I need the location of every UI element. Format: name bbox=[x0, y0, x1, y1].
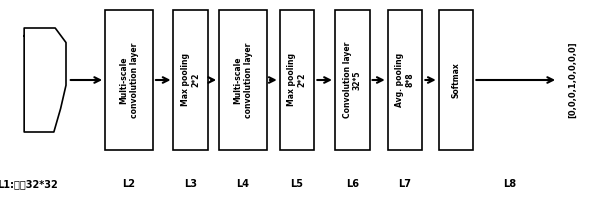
Text: L5: L5 bbox=[290, 179, 304, 189]
Bar bbox=[173, 10, 208, 150]
Bar bbox=[219, 10, 267, 150]
Text: Multi-scale
convolution layer: Multi-scale convolution layer bbox=[233, 42, 253, 118]
Text: Max pooling
2*2: Max pooling 2*2 bbox=[181, 53, 200, 106]
Text: [0,0,0,1,0,0,0,0]: [0,0,0,1,0,0,0,0] bbox=[569, 42, 577, 118]
Text: Softmax: Softmax bbox=[452, 62, 461, 98]
Text: Avg. pooling
8*8: Avg. pooling 8*8 bbox=[395, 53, 415, 107]
Text: L1:输兤32*32: L1:输兤32*32 bbox=[0, 179, 58, 189]
Text: Multi-scale
convolution layer: Multi-scale convolution layer bbox=[119, 42, 139, 118]
Bar bbox=[439, 10, 473, 150]
Text: L7: L7 bbox=[398, 179, 412, 189]
Text: Convolution layer
32*5: Convolution layer 32*5 bbox=[343, 42, 362, 118]
Text: L6: L6 bbox=[346, 179, 359, 189]
Bar bbox=[335, 10, 370, 150]
Bar bbox=[280, 10, 314, 150]
Text: L8: L8 bbox=[503, 179, 517, 189]
Bar bbox=[105, 10, 153, 150]
Text: L4: L4 bbox=[236, 179, 250, 189]
Text: Max pooling
2*2: Max pooling 2*2 bbox=[287, 53, 307, 106]
Bar bbox=[388, 10, 422, 150]
Text: L2: L2 bbox=[122, 179, 136, 189]
Text: L3: L3 bbox=[184, 179, 197, 189]
